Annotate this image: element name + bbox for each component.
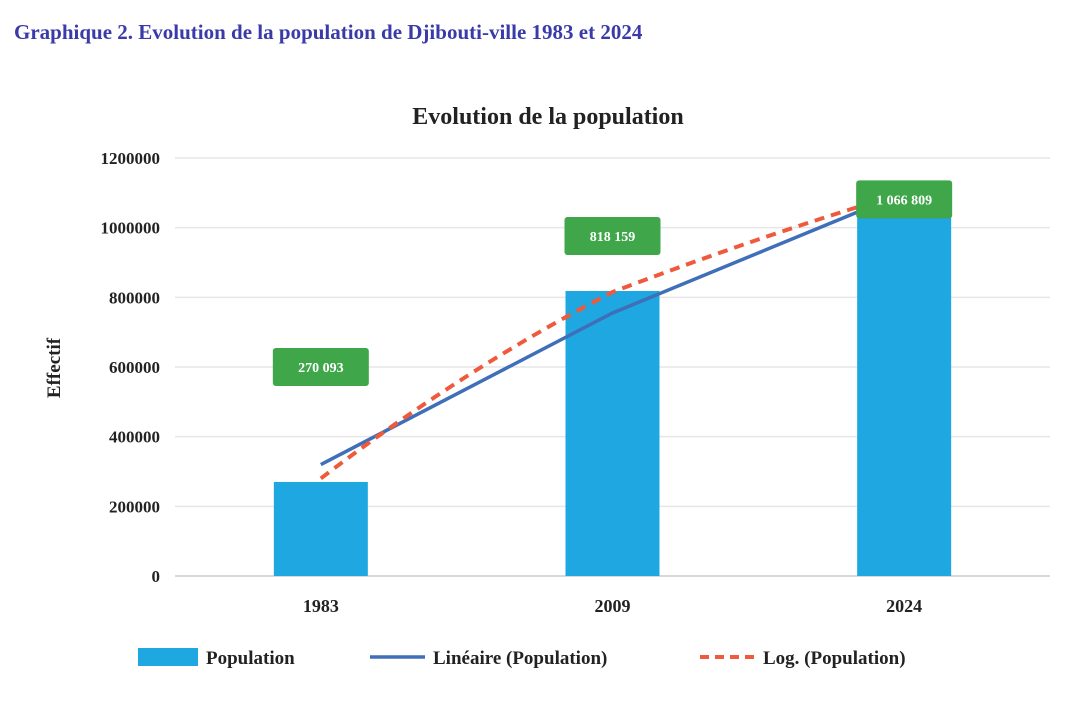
- trend-lines: [319, 190, 905, 481]
- y-tick-label: 1000000: [101, 219, 161, 238]
- data-labels: 270 093 818 159 1 066 809: [272, 180, 953, 386]
- linear-trendline: [320, 191, 905, 467]
- y-tick-label: 1200000: [101, 149, 161, 168]
- figure-caption: Graphique 2. Evolution de la population …: [14, 20, 643, 44]
- x-category-label: 2024: [886, 596, 922, 616]
- y-axis-title: Effectif: [44, 337, 65, 398]
- x-axis-categories: 1983 2009 2024: [303, 596, 922, 616]
- legend-label: Log. (Population): [763, 648, 906, 669]
- y-tick-label: 800000: [109, 288, 160, 307]
- data-label-box: [272, 347, 369, 386]
- data-label-box: [856, 180, 953, 219]
- bar: [273, 481, 368, 576]
- data-label: 270 093: [298, 361, 344, 376]
- bar: [857, 204, 952, 576]
- bars: [273, 204, 952, 576]
- data-label-box: [564, 217, 661, 256]
- log-trendline: [319, 190, 905, 481]
- y-axis-ticks: 0 200000 400000 600000 800000 1000000 1200000: [101, 149, 161, 586]
- x-category-label: 2009: [595, 596, 631, 616]
- chart-title: Evolution de la population: [412, 104, 683, 130]
- data-label: 818 159: [590, 230, 636, 245]
- bar: [565, 291, 660, 576]
- legend-label: Population: [206, 648, 295, 669]
- legend-label: Linéaire (Population): [433, 648, 607, 669]
- legend-swatch-population: [138, 648, 198, 666]
- y-tick-label: 0: [152, 567, 161, 586]
- y-tick-label: 200000: [109, 497, 160, 516]
- x-category-label: 1983: [303, 596, 339, 616]
- data-label: 1 066 809: [876, 193, 932, 208]
- y-tick-label: 400000: [109, 428, 160, 447]
- y-tick-label: 600000: [109, 358, 160, 377]
- legend: Population Linéaire (Population) Log. (Pop…: [138, 648, 906, 669]
